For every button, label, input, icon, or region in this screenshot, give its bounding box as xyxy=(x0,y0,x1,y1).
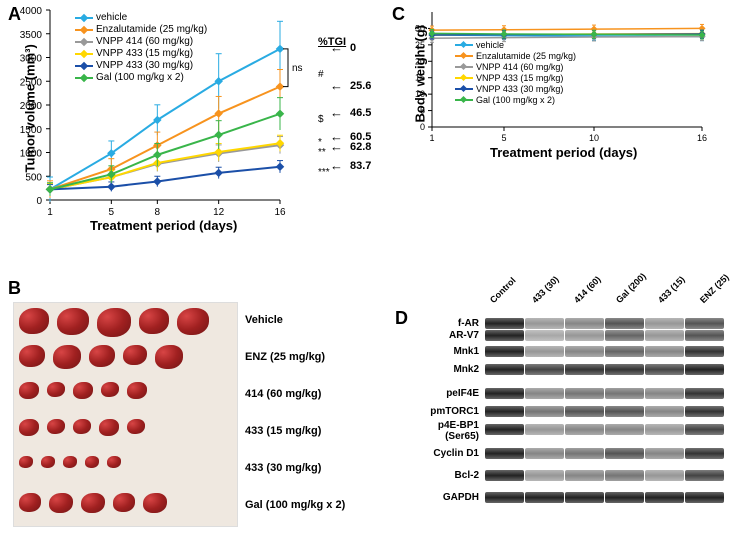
svg-text:1: 1 xyxy=(429,133,434,143)
panel-c-ylabel: Body weight (g) xyxy=(413,13,428,123)
panel-a-xlabel: Treatment period (days) xyxy=(90,218,237,233)
panel-a-ylabel: Tumor volume (mm³) xyxy=(23,33,38,173)
panel-b-label: B xyxy=(8,278,21,299)
svg-text:16: 16 xyxy=(697,133,707,143)
svg-text:500: 500 xyxy=(25,172,42,183)
svg-text:0: 0 xyxy=(420,122,425,132)
panel-c-legend: vehicleEnzalutamide (25 mg/kg)VNPP 414 (… xyxy=(455,40,576,106)
svg-text:16: 16 xyxy=(274,207,286,218)
panel-a-legend: vehicleEnzalutamide (25 mg/kg)VNPP 414 (… xyxy=(75,12,207,84)
svg-text:12: 12 xyxy=(213,207,225,218)
panel-c-xlabel: Treatment period (days) xyxy=(490,145,637,160)
svg-text:1: 1 xyxy=(47,207,53,218)
panel-c-label: C xyxy=(392,4,405,25)
svg-text:4000: 4000 xyxy=(20,6,43,17)
svg-text:5: 5 xyxy=(109,207,115,218)
svg-text:10: 10 xyxy=(589,133,599,143)
tumor-grid: VehicleENZ (25 mg/kg)414 (60 mg/kg)433 (… xyxy=(13,302,363,532)
svg-text:0: 0 xyxy=(36,196,42,207)
svg-text:8: 8 xyxy=(155,207,161,218)
svg-text:5: 5 xyxy=(501,133,506,143)
